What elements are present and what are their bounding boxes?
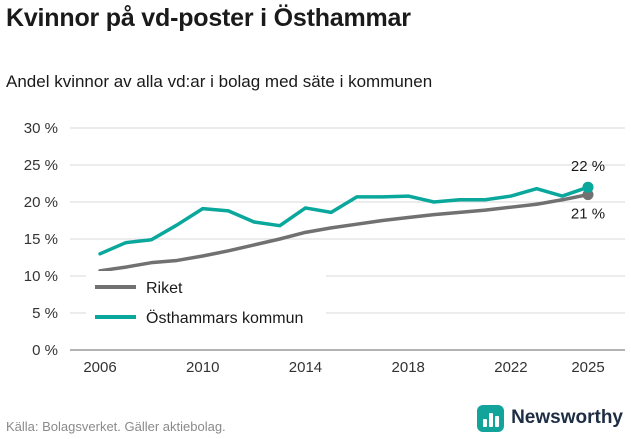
series-line-teal [98,185,590,256]
legend-background [86,271,326,333]
y-tick-label: 20 % [24,194,58,211]
x-tick-label: 2022 [494,359,527,376]
end-value-label: 21 % [571,206,605,223]
newsworthy-logo-text: Newsworthy [511,407,623,428]
x-tick-label: 2014 [289,359,322,376]
y-tick-label: 5 % [32,305,58,322]
source-note: Källa: Bolagsverket. Gäller aktiebolag. [6,419,226,434]
x-tick-label: 2010 [186,359,219,376]
end-value-label: 22 % [571,158,605,175]
newsworthy-bar-chart-icon [477,404,505,432]
y-tick-label: 15 % [24,231,58,248]
legend-label: Östhammars kommun [146,309,303,327]
y-tick-label: 10 % [24,268,58,285]
y-tick-label: 0 % [32,342,58,359]
x-tick-label: 2006 [83,359,116,376]
x-tick-label: 2025 [571,359,604,376]
newsworthy-logo: Newsworthy [477,403,623,433]
chart-svg: 0 % 5 % 10 % 15 % 20 % 25 % 30 % 2006 2010 2014 20… [24,120,625,376]
legend-label: Riket [146,280,183,297]
y-tick-label: 30 % [24,120,58,137]
series-line-gray [98,192,590,273]
x-tick-label: 2018 [392,359,425,376]
series-end-dot-teal [582,181,594,193]
chart-subtitle: Andel kvinnor av alla vd:ar i bolag med … [6,72,433,91]
line-chart: 0 % 5 % 10 % 15 % 20 % 25 % 30 % 2006 2010 2014 20… [0,105,631,395]
y-tick-label: 25 % [24,157,58,174]
page-title: Kvinnor på vd-poster i Östhammar [6,4,411,32]
